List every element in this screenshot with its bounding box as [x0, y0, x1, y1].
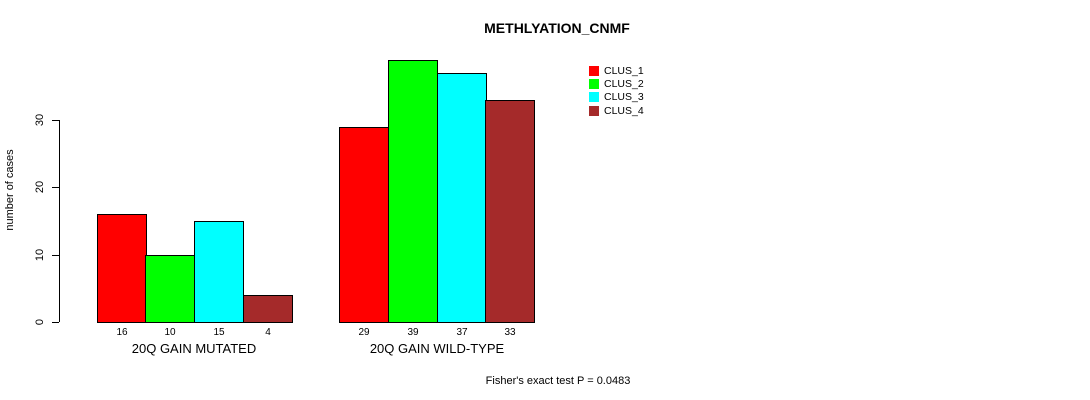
y-axis-tick [52, 186, 59, 188]
legend-label: CLUS_4 [604, 105, 644, 117]
y-axis-label: number of cases [4, 149, 16, 231]
legend-swatch [589, 106, 599, 116]
bar-clus_2-group2 [388, 60, 438, 323]
bar-value-label: 33 [504, 327, 516, 338]
legend-swatch [589, 66, 599, 76]
y-axis-tick-label: 20 [34, 180, 46, 194]
category-label: 20Q GAIN WILD-TYPE [369, 341, 505, 356]
bar-clus_1-group1 [97, 214, 147, 323]
y-axis-line [59, 120, 60, 322]
y-axis-tick [52, 321, 59, 323]
legend-swatch [589, 79, 599, 89]
y-axis-tick [52, 119, 59, 121]
y-axis-tick-label: 30 [34, 113, 46, 127]
bar-clus_4-group1 [243, 295, 293, 323]
bar-value-label: 29 [358, 327, 370, 338]
bar-clus_1-group2 [339, 127, 389, 323]
y-axis-tick-label: 10 [34, 248, 46, 262]
bar-clus_3-group2 [437, 73, 487, 323]
legend-swatch [589, 92, 599, 102]
bar-clus_3-group1 [194, 221, 244, 323]
fisher-test-annotation: Fisher's exact test P = 0.0483 [485, 375, 631, 387]
legend-label: CLUS_1 [604, 65, 644, 77]
legend-label: CLUS_3 [604, 91, 644, 103]
bar-value-label: 4 [265, 327, 271, 338]
bar-clus_2-group1 [145, 255, 195, 323]
y-axis-tick [52, 254, 59, 256]
chart-title: METHLYATION_CNMF [484, 20, 630, 36]
bar-value-label: 16 [116, 327, 128, 338]
bar-value-label: 10 [164, 327, 176, 338]
bar-value-label: 39 [407, 327, 419, 338]
legend-label: CLUS_2 [604, 78, 644, 90]
bar-value-label: 15 [213, 327, 225, 338]
bar-clus_4-group2 [485, 100, 535, 323]
bar-value-label: 37 [456, 327, 468, 338]
category-label: 20Q GAIN MUTATED [131, 341, 257, 356]
y-axis-tick-label: 0 [34, 318, 46, 326]
